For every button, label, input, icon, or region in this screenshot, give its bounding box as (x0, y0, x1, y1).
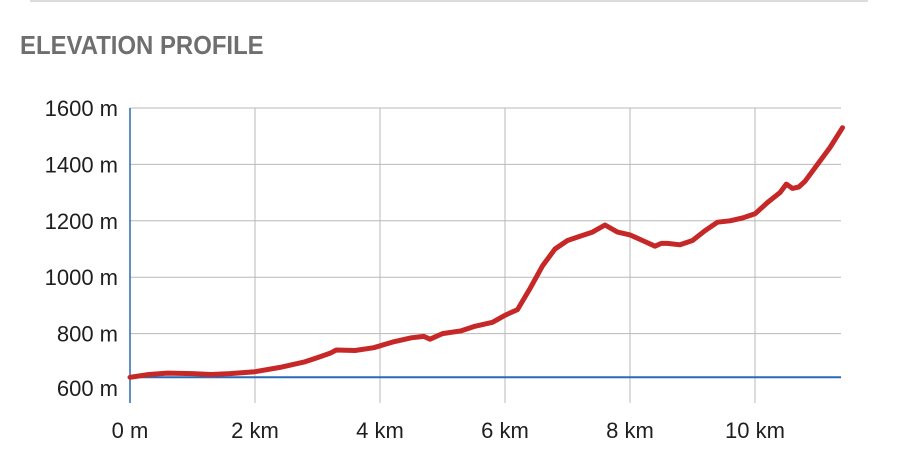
elevation-line (127, 125, 845, 380)
x-tick-label: 4 km (356, 418, 404, 443)
y-tick-label: 1000 m (45, 265, 118, 290)
y-tick-label: 600 m (57, 376, 118, 401)
y-tick-label: 1200 m (45, 209, 118, 234)
elevation-series (127, 125, 845, 380)
x-tick-label: 6 km (481, 418, 529, 443)
top-divider (30, 0, 868, 2)
axes (129, 108, 841, 403)
x-tick-label: 10 km (725, 418, 785, 443)
tick-labels: 600 m 800 m 1000 m 1200 m 1400 m 1600 m 0 m 2 k… (45, 96, 785, 443)
x-tick-label: 2 km (231, 418, 279, 443)
y-tick-label: 1600 m (45, 96, 118, 121)
x-tick-label: 0 m (112, 418, 149, 443)
grid-lines (130, 107, 841, 403)
x-tick-label: 8 km (606, 418, 654, 443)
y-tick-label: 1400 m (45, 152, 118, 177)
y-tick-label: 800 m (57, 322, 118, 347)
section-title: ELEVATION PROFILE (20, 30, 264, 60)
